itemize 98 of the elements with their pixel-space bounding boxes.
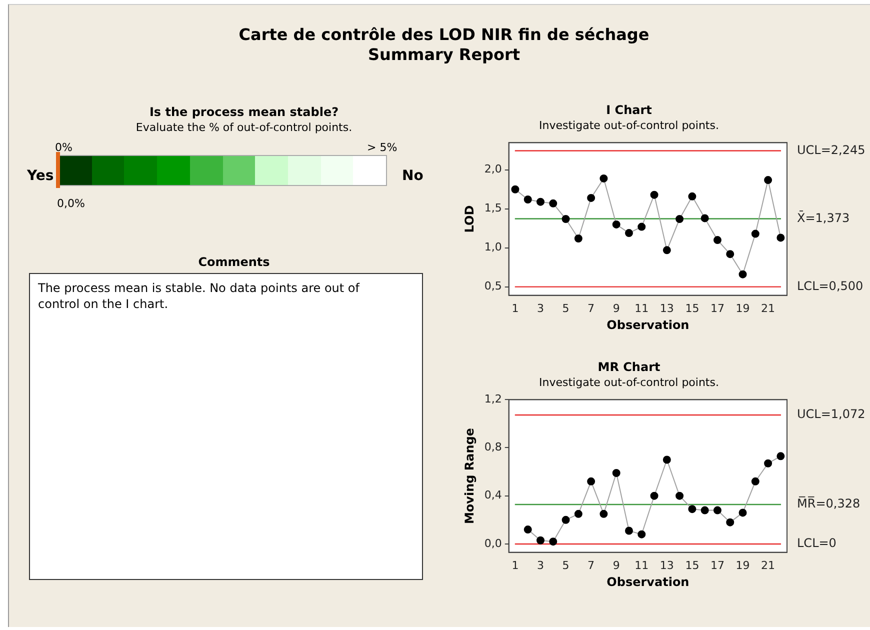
point	[700, 506, 709, 514]
y-tick-label: 1,5	[484, 202, 502, 215]
y-axis-title: LOD	[462, 205, 476, 233]
point	[587, 477, 596, 486]
point	[662, 456, 671, 464]
point	[574, 510, 582, 518]
x-tick-label: 11	[634, 558, 649, 572]
point	[549, 538, 558, 546]
x-tick-label: 19	[736, 302, 750, 315]
point	[751, 477, 760, 486]
point	[587, 194, 596, 202]
x-tick-label: 9	[612, 302, 620, 315]
point	[600, 510, 608, 518]
chart-subtitle: Investigate out-of-control points.	[538, 376, 720, 389]
y-tick-label: 1,2	[484, 392, 502, 406]
point	[536, 198, 544, 206]
y-tick-label: 0,0	[484, 536, 502, 550]
text: Is the process mean stable?	[148, 105, 340, 119]
point	[713, 236, 722, 244]
text: Evaluate the % of out-of-control points.	[134, 121, 354, 134]
x-tick-label: 1	[512, 558, 519, 572]
point	[726, 518, 734, 526]
point	[562, 215, 570, 223]
text: > 5%	[367, 141, 398, 154]
x-tick-label: 11	[634, 302, 649, 315]
y-tick-label: 0,8	[484, 440, 502, 454]
point	[764, 459, 772, 468]
point	[751, 230, 760, 238]
point	[700, 214, 709, 222]
text: Summary Report	[366, 45, 522, 64]
point	[638, 530, 646, 538]
chart-subtitle: Investigate out-of-control points.	[538, 119, 720, 132]
x-tick-label: 15	[685, 302, 700, 315]
point	[713, 506, 722, 514]
x-tick-label: 5	[562, 558, 570, 572]
y-tick-label: 2,0	[484, 162, 502, 176]
y-tick-label: 1,0	[484, 240, 502, 254]
chart-title: I Chart	[605, 103, 653, 117]
x-tick-label: 5	[562, 302, 570, 315]
x-axis-title: Observation	[606, 318, 690, 332]
ref-line-label: UCL=2,245	[797, 142, 866, 157]
point	[549, 199, 558, 208]
text: Yes	[27, 168, 54, 184]
point	[650, 190, 658, 199]
point	[600, 174, 608, 182]
y-axis-title: Moving Range	[462, 428, 476, 524]
ref-line-label: M̅R̅=0,328	[797, 495, 860, 511]
x-tick-label: 15	[685, 558, 700, 572]
point	[738, 270, 747, 278]
text: No	[402, 168, 424, 184]
x-tick-label: 13	[660, 558, 674, 572]
point	[738, 508, 747, 517]
point	[726, 250, 734, 258]
text: Carte de contrôle des LOD NIR fin de séchage	[238, 25, 650, 44]
point	[574, 234, 582, 242]
point	[624, 229, 633, 238]
x-tick-label: 21	[761, 302, 776, 315]
point	[688, 505, 696, 514]
x-axis-title: Observation	[606, 574, 690, 589]
point	[676, 492, 684, 500]
ref-line-label: X̄=1,373	[797, 210, 850, 225]
x-tick-label: 9	[612, 558, 620, 572]
y-tick-label: 0,5	[484, 280, 502, 293]
point	[624, 526, 633, 535]
x-tick-label: 3	[536, 302, 544, 315]
text: 0%	[55, 141, 72, 154]
point	[776, 452, 785, 460]
point	[676, 215, 684, 223]
x-tick-label: 19	[736, 558, 750, 572]
chart-title: MR Chart	[596, 360, 662, 374]
text: The process mean is stable. No data points are out of control on the I chart.	[38, 280, 361, 312]
point	[638, 222, 646, 231]
point	[662, 246, 671, 254]
text: Comments	[197, 255, 271, 269]
ref-line-label: LCL=0,500	[797, 278, 864, 293]
point	[764, 176, 772, 184]
x-tick-label: 17	[710, 302, 724, 315]
point	[688, 192, 696, 200]
text: 0,0%	[57, 197, 85, 210]
x-tick-label: 7	[588, 302, 595, 315]
point	[650, 492, 658, 500]
point	[511, 185, 520, 194]
point	[524, 526, 532, 534]
x-tick-label: 7	[588, 558, 595, 572]
x-tick-label: 1	[512, 302, 519, 315]
x-tick-label: 17	[710, 558, 724, 572]
point	[524, 196, 532, 204]
x-tick-label: 3	[536, 558, 544, 572]
point	[612, 220, 620, 228]
point	[536, 536, 544, 544]
x-tick-label: 21	[761, 558, 776, 572]
x-tick-label: 13	[660, 302, 674, 315]
point	[776, 234, 785, 242]
point	[562, 516, 570, 524]
point	[612, 468, 620, 477]
ref-line-label: UCL=1,072	[797, 407, 866, 422]
y-tick-label: 0,4	[484, 488, 502, 502]
ref-line-label: LCL=0	[797, 536, 836, 550]
